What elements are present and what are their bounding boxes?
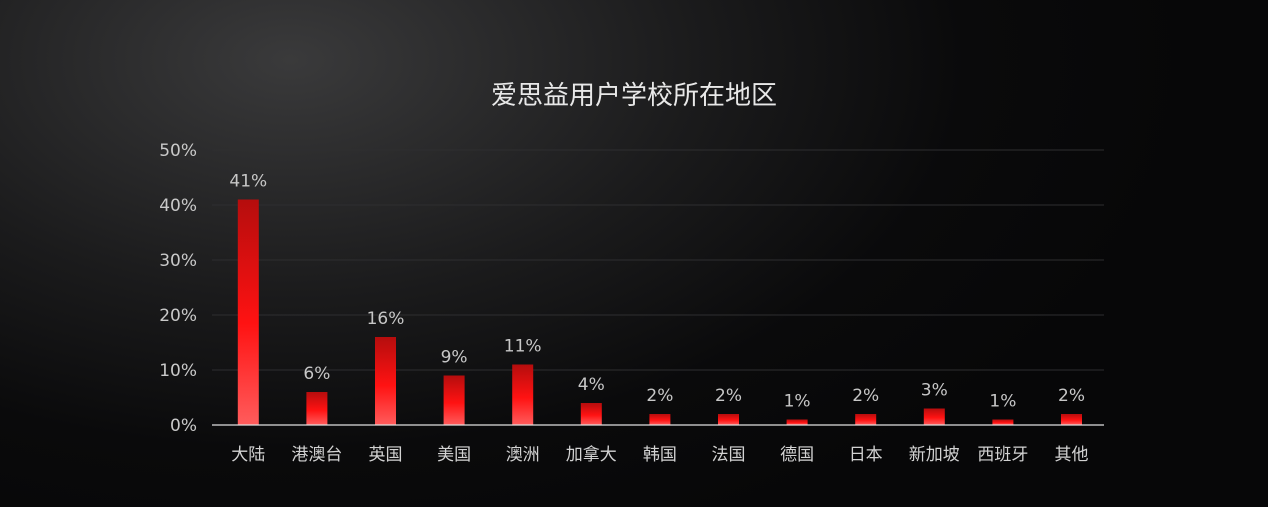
- bar: [786, 419, 808, 425]
- data-labels: 41% 6% 16% 9% 11% 4% 2% 2% 1% 2% 3% 1% 2%: [229, 172, 1085, 412]
- bar: [855, 414, 877, 425]
- bar: [1061, 414, 1082, 425]
- data-label: 2%: [646, 386, 673, 406]
- bar: [306, 392, 328, 425]
- category-label: 新加坡: [909, 445, 960, 465]
- y-tick-label: 10%: [159, 361, 197, 381]
- gridlines: [212, 149, 1104, 371]
- category-label: 法国: [712, 445, 746, 465]
- data-label: 2%: [852, 386, 879, 406]
- data-label: 11%: [504, 337, 542, 357]
- bar: [923, 408, 945, 425]
- category-label: 美国: [437, 445, 471, 465]
- bar: [237, 199, 259, 425]
- data-label: 1%: [784, 392, 811, 412]
- category-label: 其他: [1055, 445, 1089, 465]
- y-axis-ticks: 0% 10% 20% 30% 40% 50%: [159, 141, 197, 436]
- bar: [992, 419, 1014, 425]
- data-label: 41%: [229, 172, 267, 192]
- bar: [718, 414, 739, 425]
- category-label: 日本: [849, 445, 883, 465]
- bar: [580, 403, 602, 425]
- category-label: 英国: [369, 445, 403, 465]
- category-label: 大陆: [231, 445, 265, 465]
- bar: [443, 375, 465, 425]
- category-label: 加拿大: [566, 444, 617, 465]
- category-label: 西班牙: [977, 445, 1028, 465]
- bars: [237, 199, 1082, 425]
- data-label: 16%: [367, 309, 405, 329]
- y-tick-label: 50%: [159, 141, 197, 161]
- y-tick-label: 30%: [159, 251, 197, 271]
- data-label: 4%: [578, 375, 605, 395]
- bar: [649, 414, 671, 425]
- data-label: 2%: [715, 386, 742, 406]
- chart-title: 爱思益用户学校所在地区: [491, 81, 777, 111]
- y-tick-label: 0%: [170, 416, 197, 436]
- x-axis-categories: 大陆 港澳台 英国 美国 澳洲 加拿大 韩国 法国 德国 日本 新加坡 西班牙 其他: [231, 444, 1088, 465]
- y-tick-label: 20%: [159, 306, 197, 326]
- data-label: 2%: [1058, 386, 1085, 406]
- category-label: 澳洲: [506, 445, 540, 465]
- category-label: 港澳台: [291, 445, 342, 465]
- data-label: 1%: [989, 392, 1016, 412]
- y-tick-label: 40%: [159, 196, 197, 216]
- category-label: 韩国: [643, 445, 677, 465]
- data-label: 6%: [303, 364, 330, 384]
- data-label: 9%: [441, 348, 468, 368]
- data-label: 3%: [921, 381, 948, 401]
- category-label: 德国: [780, 445, 814, 465]
- bar: [375, 337, 396, 425]
- bar: [512, 364, 534, 425]
